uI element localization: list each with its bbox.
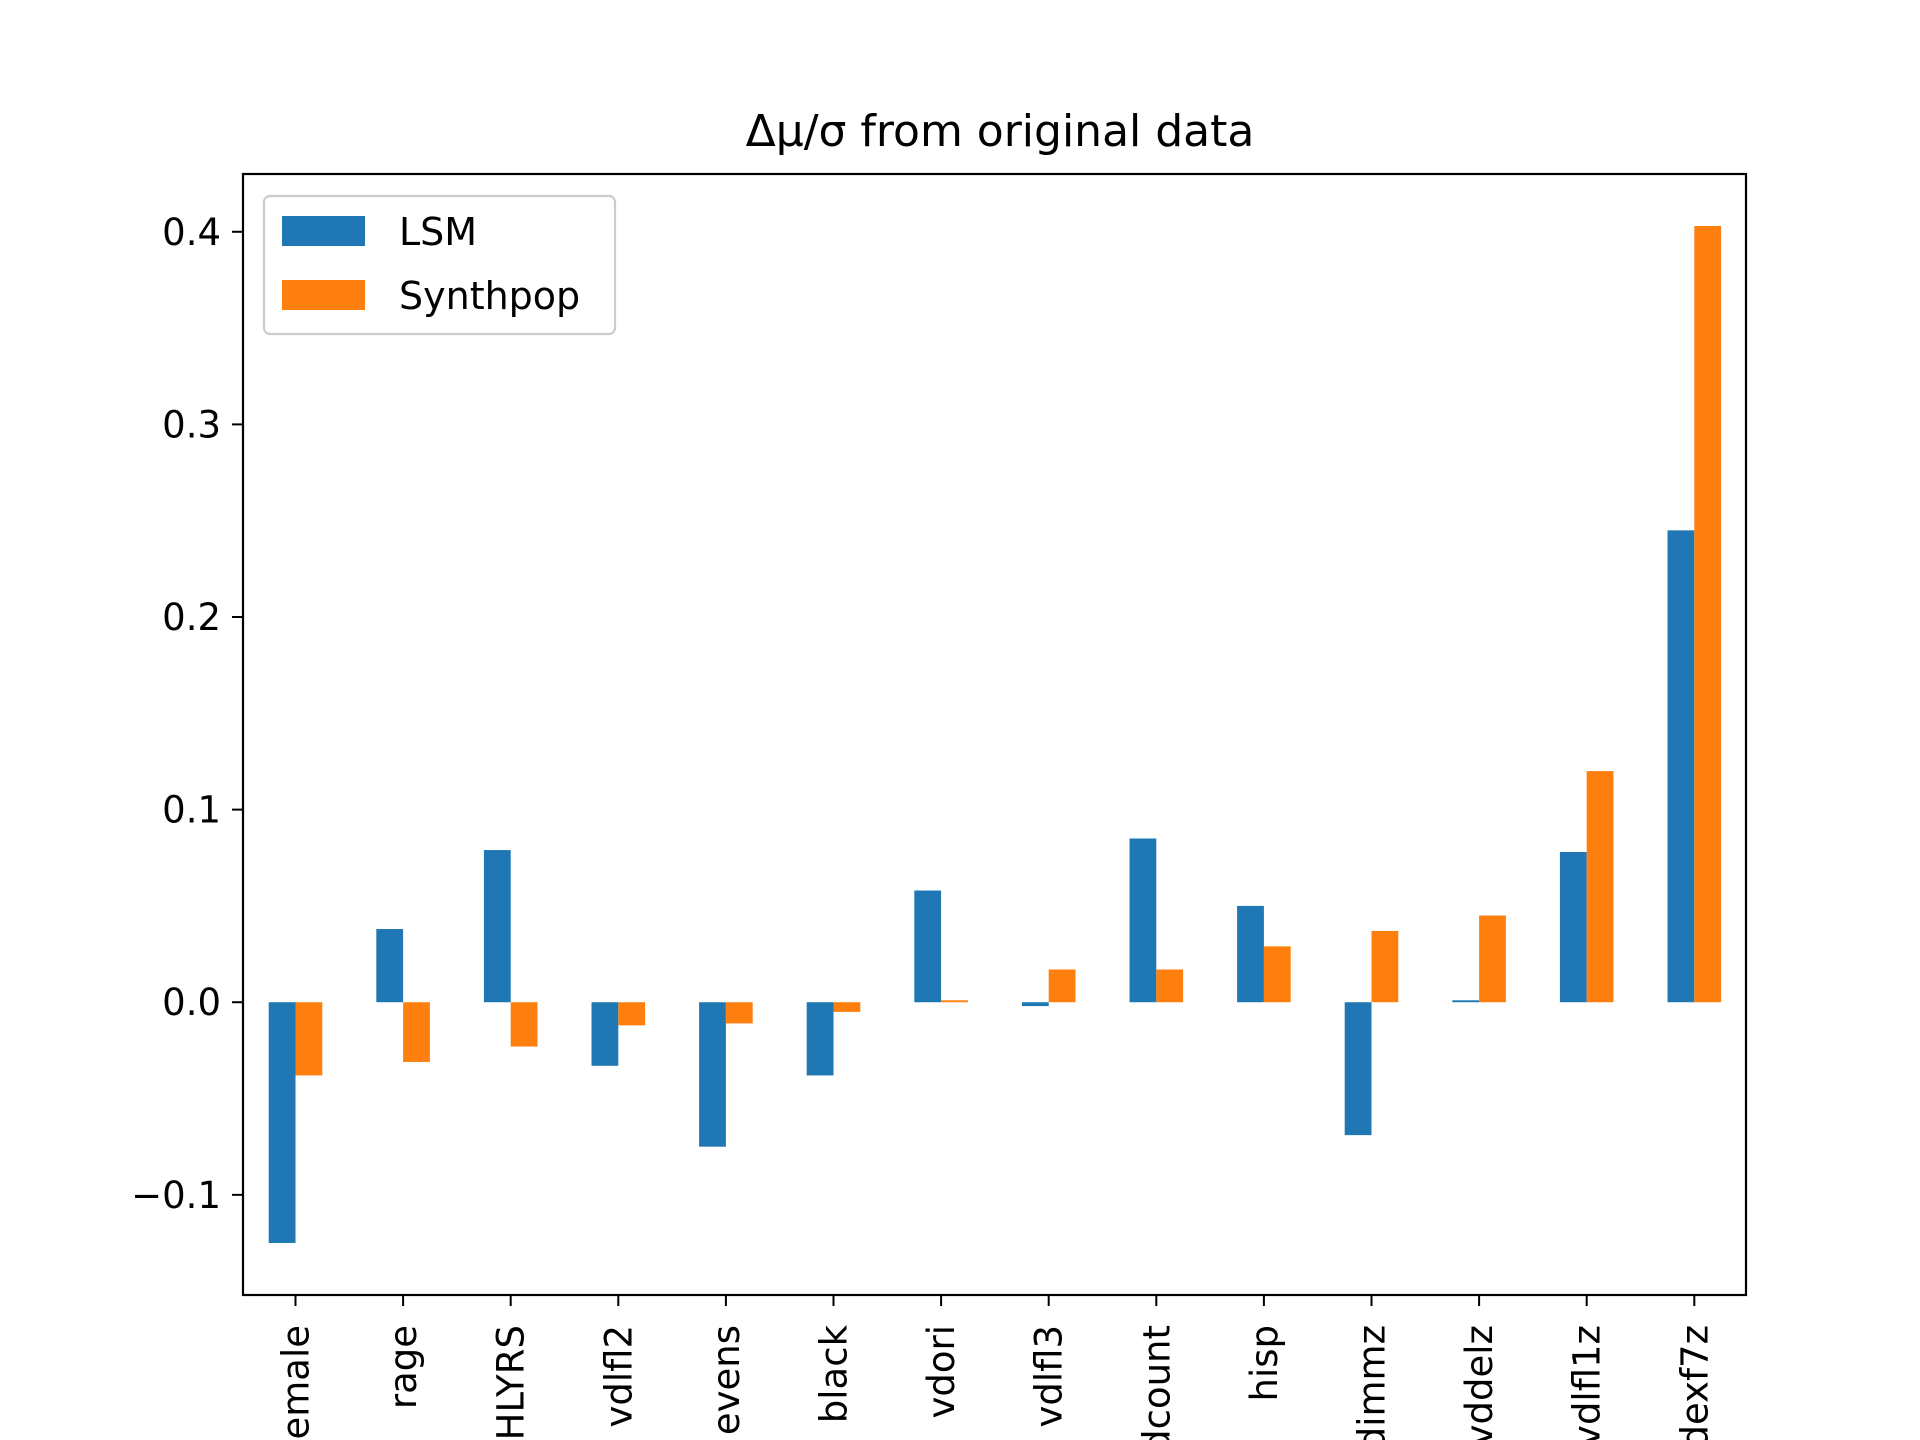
bars-group — [268, 226, 1722, 1243]
x-tick-label: dimmz — [1351, 1325, 1394, 1440]
x-tick-label: vdori — [920, 1325, 963, 1419]
x-tick-label: HLYRS — [490, 1325, 533, 1440]
bar-lsm-vdori — [914, 890, 942, 1003]
bar-synthpop-hlyrs — [510, 1002, 538, 1047]
x-axis: emale rage HLYRS vdlfl2 evens black vdori vdlfl… — [275, 1295, 1716, 1440]
bar-lsm-evens — [699, 1002, 726, 1147]
y-tick-label: 0.3 — [162, 403, 221, 446]
bar-lsm-hlyrs — [483, 850, 511, 1003]
x-tick-label: black — [813, 1324, 856, 1423]
bar-synthpop-dimmz — [1371, 930, 1399, 1003]
bar-lsm-vddelz — [1452, 1000, 1480, 1003]
legend-swatch-synthpop — [282, 280, 365, 310]
bar-synthpop-vdlfl3 — [1048, 969, 1076, 1003]
bar-synthpop-female — [295, 1002, 323, 1076]
bar-lsm-hisp — [1237, 905, 1264, 1003]
x-tick-label: evens — [705, 1325, 748, 1435]
y-tick-label: 0.1 — [162, 789, 221, 832]
bar-synthpop-vdlfl1z — [1586, 771, 1614, 1003]
bar-lsm-vdlfl2 — [591, 1002, 619, 1066]
bar-synthpop-rage — [403, 1002, 430, 1062]
bar-synthpop-hisp — [1263, 946, 1291, 1003]
legend: LSM Synthpop — [262, 194, 617, 336]
x-tick-label: hisp — [1243, 1325, 1286, 1402]
y-tick-label: 0.2 — [162, 596, 221, 639]
bar-synthpop-dcount — [1156, 969, 1184, 1003]
bar-lsm-rage — [376, 929, 404, 1003]
bar-synthpop-vdlfl2 — [618, 1002, 646, 1026]
legend-label-lsm: LSM — [399, 210, 477, 254]
legend-swatch-lsm — [282, 216, 365, 246]
x-tick-label: vdlfl3 — [1028, 1325, 1071, 1428]
chart-title: Δμ/σ from original data — [746, 106, 1255, 157]
bar-synthpop-black — [833, 1002, 861, 1012]
y-tick-label: 0.0 — [162, 981, 221, 1024]
y-tick-label: 0.4 — [162, 211, 221, 254]
x-tick-label: vdlfl1z — [1566, 1325, 1609, 1440]
x-tick-label: dcount — [1135, 1325, 1178, 1440]
plot-frame — [241, 172, 1748, 1297]
bar-synthpop-evens — [725, 1002, 753, 1024]
legend-label-synthpop: Synthpop — [399, 274, 580, 318]
x-tick-label: dexf7z — [1673, 1325, 1716, 1440]
bar-synthpop-dexf7z — [1694, 226, 1722, 1003]
y-axis: −0.1 0.0 0.1 0.2 0.3 0.4 — [131, 211, 243, 1217]
bar-synthpop-vddelz — [1479, 915, 1506, 1003]
x-tick-label: emale — [275, 1325, 318, 1440]
bar-lsm-dexf7z — [1667, 530, 1695, 1003]
x-tick-label: rage — [382, 1325, 425, 1409]
y-tick-label: −0.1 — [131, 1174, 221, 1217]
bar-lsm-black — [806, 1002, 834, 1076]
bar-lsm-female — [268, 1002, 296, 1243]
x-tick-label: vdlfl2 — [597, 1325, 640, 1428]
bar-synthpop-vdori — [941, 1000, 968, 1003]
bar-lsm-dimmz — [1344, 1002, 1372, 1136]
bar-lsm-vdlfl1z — [1559, 851, 1587, 1003]
bar-lsm-dcount — [1129, 838, 1157, 1003]
bar-lsm-vdlfl3 — [1021, 1002, 1049, 1007]
x-tick-label: vddelz — [1458, 1325, 1501, 1440]
